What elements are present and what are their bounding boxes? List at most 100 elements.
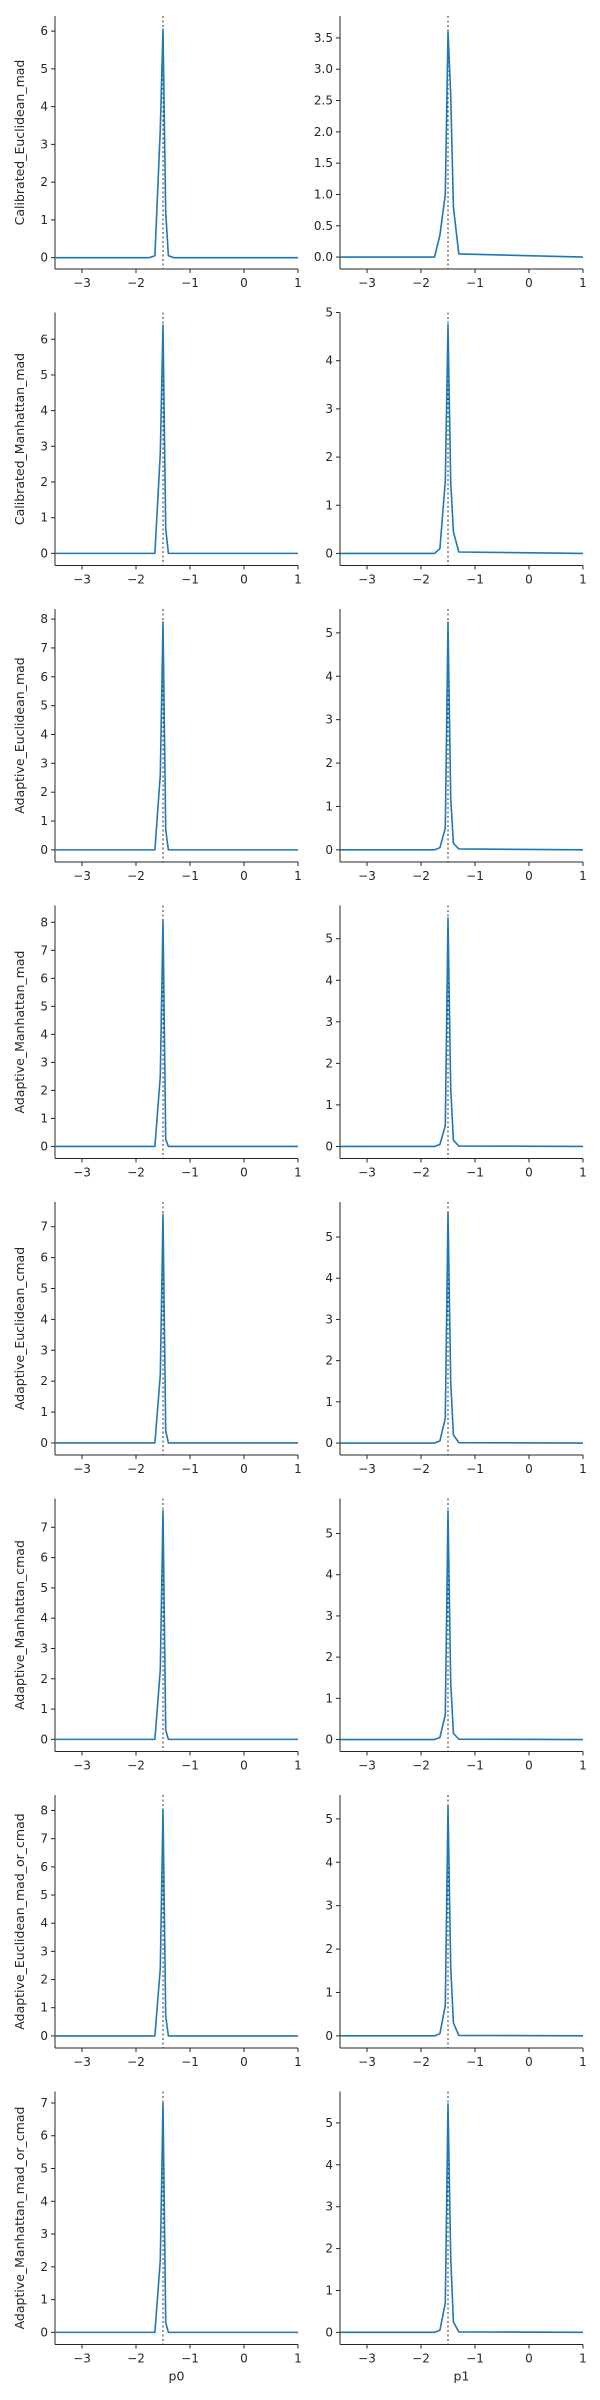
x-tick-label: 1 [294,1759,302,1773]
y-tick-label: 1 [40,1111,48,1125]
x-tick-label: −1 [181,1166,199,1180]
x-tick-label: 1 [579,2352,587,2366]
y-tick-label: 7 [40,2096,48,2110]
y-tick-label: 7 [40,1520,48,1534]
x-tick-label: −3 [73,1462,91,1476]
x-tick-label: −2 [412,573,430,587]
x-tick-label: 1 [579,1462,587,1476]
y-tick-label: 0 [40,843,48,857]
y-tick-label: 2.5 [314,94,333,108]
x-tick-label: −3 [358,2055,376,2069]
panel-r3-c0: −3 −2 −1 0 1 0 1 2 3 4 5 6 7 8 [40,905,302,1180]
row-1-ylabel: Calibrated_Manhattan_mad [12,353,27,525]
y-tick-label: 0 [325,843,333,857]
y-tick-label: 1 [40,814,48,828]
x-tick-label: −2 [412,869,430,883]
y-tick-label: 4 [40,1027,48,1041]
y-tick-label: 7 [40,1220,48,1234]
x-tick-label: 1 [294,2055,302,2069]
y-tick-label: 3 [40,137,48,151]
panel-r3-c1: −3 −2 −1 0 1 0 1 2 3 4 5 [325,905,587,1180]
y-tick-label: 4 [325,1271,333,1285]
x-tick-label: 0 [240,1462,248,1476]
y-tick-label: 5 [40,999,48,1013]
x-tick-label: −3 [73,1166,91,1180]
x-tick-label: −2 [127,2055,145,2069]
x-tick-label: 1 [294,276,302,290]
x-tick-label: 0 [525,869,533,883]
y-tick-label: 0 [325,546,333,560]
x-tick-label: −1 [466,1462,484,1476]
panel-r6-c1: −3 −2 −1 0 1 0 1 2 3 4 5 [325,1795,587,2069]
x-tick-label: −3 [73,2055,91,2069]
y-tick-label: 6 [40,2129,48,2143]
y-tick-label: 3 [40,2227,48,2241]
y-tick-label: 5 [40,1281,48,1295]
y-tick-label: 5 [325,1812,333,1826]
y-tick-label: 6 [40,1860,48,1874]
y-tick-label: 3 [40,1944,48,1958]
y-tick-label: 7 [40,1832,48,1846]
y-tick-label: 0 [325,1139,333,1153]
x-tick-label: −1 [181,276,199,290]
x-tick-label: −1 [181,2352,199,2366]
y-tick-label: 2.0 [314,125,333,139]
y-tick-label: 2 [325,1354,333,1368]
x-tick-label: −1 [466,2352,484,2366]
x-tick-label: 1 [294,573,302,587]
y-tick-label: 1 [325,1691,333,1705]
y-tick-label: 5 [40,368,48,382]
density-line [340,30,584,258]
panel-r0-c0: −3 −2 −1 0 1 0 1 2 3 4 5 6 [40,16,302,290]
y-tick-label: 3 [325,402,333,416]
y-tick-label: 0.5 [314,219,333,233]
x-tick-label: 1 [579,869,587,883]
y-tick-label: 4 [40,1611,48,1625]
y-tick-label: 7 [40,943,48,957]
x-tick-label: −3 [358,2352,376,2366]
density-line [340,1211,584,1444]
y-tick-label: 1 [40,2293,48,2307]
x-tick-label: −1 [181,1759,199,1773]
y-tick-label: 2 [325,1942,333,1956]
x-tick-label: 0 [240,2055,248,2069]
y-tick-label: 0 [40,2325,48,2339]
y-tick-label: 4 [325,2158,333,2172]
y-tick-label: 1 [40,213,48,227]
x-tick-label: −3 [358,1759,376,1773]
y-tick-label: 8 [40,1803,48,1817]
y-tick-label: 3 [40,756,48,770]
y-tick-label: 7 [40,641,48,655]
y-tick-label: 2 [40,1973,48,1987]
panel-r1-c0: −3 −2 −1 0 1 0 1 2 3 4 5 6 [40,312,302,587]
density-line [55,621,298,851]
y-tick-label: 2 [325,1056,333,1070]
x-tick-label: −2 [412,276,430,290]
panel-r7-c1: −3 −2 −1 0 1 0 1 2 3 4 5 p1 [325,2091,587,2384]
y-tick-label: 3 [40,1641,48,1655]
y-tick-label: 4 [325,669,333,683]
y-tick-label: 4 [325,1855,333,1869]
y-tick-label: 5 [40,699,48,713]
panel-r2-c0: −3 −2 −1 0 1 0 1 2 3 4 5 6 7 8 [40,609,302,883]
density-line [55,918,298,1148]
y-tick-label: 2 [325,756,333,770]
x-tick-label: −2 [412,1759,430,1773]
y-tick-label: 5 [40,62,48,76]
x-tick-label: −3 [73,2352,91,2366]
x-tick-label: 0 [240,276,248,290]
y-tick-label: 1 [40,1405,48,1419]
density-line [340,323,584,555]
y-tick-label: 3.0 [314,62,333,76]
y-tick-label: 0 [325,1733,333,1747]
x-tick-label: −3 [73,1759,91,1773]
density-line [55,28,298,259]
x-tick-label: −1 [181,573,199,587]
density-line [55,1509,298,1741]
y-tick-label: 0 [325,1436,333,1450]
y-tick-label: 8 [40,612,48,626]
row-2-ylabel: Adaptive_Euclidean_mad [12,657,27,813]
y-tick-label: 5 [325,626,333,640]
y-tick-label: 0 [40,546,48,560]
y-tick-label: 5 [40,1888,48,1902]
